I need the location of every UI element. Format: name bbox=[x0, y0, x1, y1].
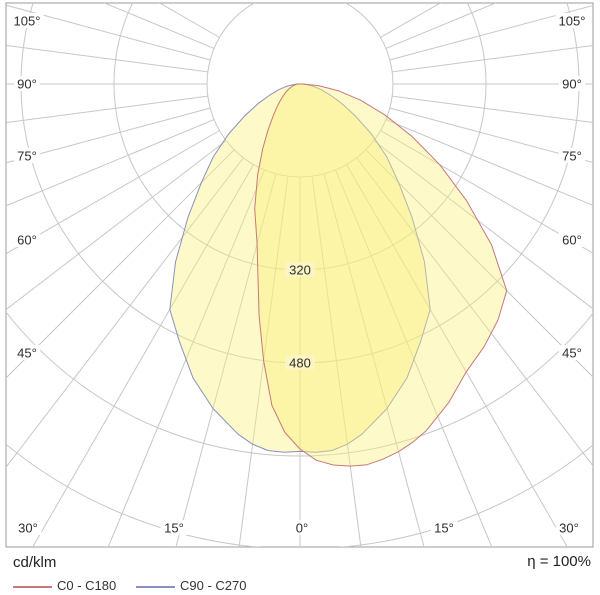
grid-ray bbox=[389, 107, 593, 164]
angle-label-bg bbox=[13, 76, 41, 91]
angle-label: 30° bbox=[18, 521, 38, 536]
angle-label: 30° bbox=[559, 521, 579, 536]
angle-label: 45° bbox=[562, 346, 582, 361]
angle-label: 60° bbox=[17, 233, 37, 248]
grid-ray bbox=[346, 164, 568, 547]
grid-ray bbox=[365, 149, 593, 378]
grid-ray bbox=[6, 44, 208, 73]
angle-label: 90° bbox=[17, 77, 37, 92]
grid-ray bbox=[107, 169, 265, 547]
angle-label: 60° bbox=[562, 233, 582, 248]
grid-ray bbox=[6, 95, 208, 124]
ring-value-label: 480 bbox=[289, 356, 311, 371]
angle-label-bg bbox=[10, 13, 44, 28]
angle-label-bg bbox=[14, 520, 42, 535]
grid-ray bbox=[6, 130, 220, 255]
angle-labels: 105° 105° 90° 90° 75° 75° 60° 60° 45° 45° 30° 15° 0°… bbox=[10, 13, 589, 536]
grid-ray bbox=[6, 119, 215, 207]
legend-swatch-c90-c270 bbox=[136, 586, 175, 588]
grid-ray bbox=[389, 4, 593, 61]
angle-label-bg bbox=[558, 345, 586, 360]
grid-ray bbox=[392, 95, 593, 124]
legend-swatch-c0-c180 bbox=[13, 586, 52, 588]
ring-value-label-bg bbox=[285, 262, 315, 277]
angle-label-bg bbox=[13, 232, 41, 247]
angle-label: 75° bbox=[562, 149, 582, 164]
grid-ray bbox=[385, 119, 593, 206]
angle-label: 75° bbox=[17, 149, 37, 164]
legend-label-c90-c270: C90 - C270 bbox=[180, 578, 247, 593]
angle-label-bg bbox=[555, 520, 583, 535]
grid-ray bbox=[373, 140, 593, 310]
angle-label: 105° bbox=[559, 14, 586, 29]
angle-label-bg bbox=[13, 345, 41, 360]
angle-label: 105° bbox=[14, 14, 41, 29]
angle-label-bg bbox=[430, 520, 458, 535]
grid-ray bbox=[356, 157, 593, 467]
grid-ray bbox=[238, 176, 289, 547]
angle-label-bg bbox=[160, 520, 188, 535]
angle-label-bg bbox=[13, 148, 41, 163]
grid-ray bbox=[311, 176, 362, 547]
efficiency-label: η = 100% bbox=[527, 553, 591, 570]
grid-ray bbox=[323, 173, 425, 547]
legend-label-c0-c180: C0 - C180 bbox=[57, 578, 117, 593]
grid-ray bbox=[380, 130, 593, 254]
ring-value-label-bg bbox=[285, 355, 315, 370]
ring-value-label: 320 bbox=[289, 263, 311, 278]
curve-c0-c180 bbox=[254, 83, 508, 467]
grid-ray bbox=[6, 4, 211, 61]
angle-label: 15° bbox=[434, 521, 454, 536]
angle-label-bg bbox=[558, 76, 586, 91]
grid-ray bbox=[6, 149, 235, 379]
angle-label: 0° bbox=[296, 521, 308, 536]
units-label: cd/klm bbox=[13, 554, 57, 571]
angle-label-bg bbox=[558, 232, 586, 247]
angle-label-bg bbox=[292, 520, 312, 535]
ring-value-labels: 320 480 bbox=[285, 262, 315, 371]
grid-ray bbox=[335, 169, 493, 547]
grid-ray bbox=[6, 157, 244, 468]
grid-ray bbox=[6, 107, 211, 164]
angle-label-bg bbox=[555, 13, 589, 28]
grid-ray bbox=[392, 44, 593, 73]
angle-label: 90° bbox=[562, 77, 582, 92]
angle-label: 45° bbox=[17, 346, 37, 361]
grid-ray bbox=[32, 164, 254, 547]
polar-grid bbox=[6, 3, 593, 547]
polar-diagram-svg: 320 480 105° 105° 90° 90° 75° 75° 60° 60° 45° 45° 30… bbox=[5, 2, 594, 548]
photometric-polar-chart: 320 480 105° 105° 90° 90° 75° 75° 60° 60° 45° 45° 30… bbox=[5, 2, 594, 548]
grid-ray bbox=[6, 140, 227, 311]
angle-label: 15° bbox=[164, 521, 184, 536]
angle-label-bg bbox=[558, 148, 586, 163]
